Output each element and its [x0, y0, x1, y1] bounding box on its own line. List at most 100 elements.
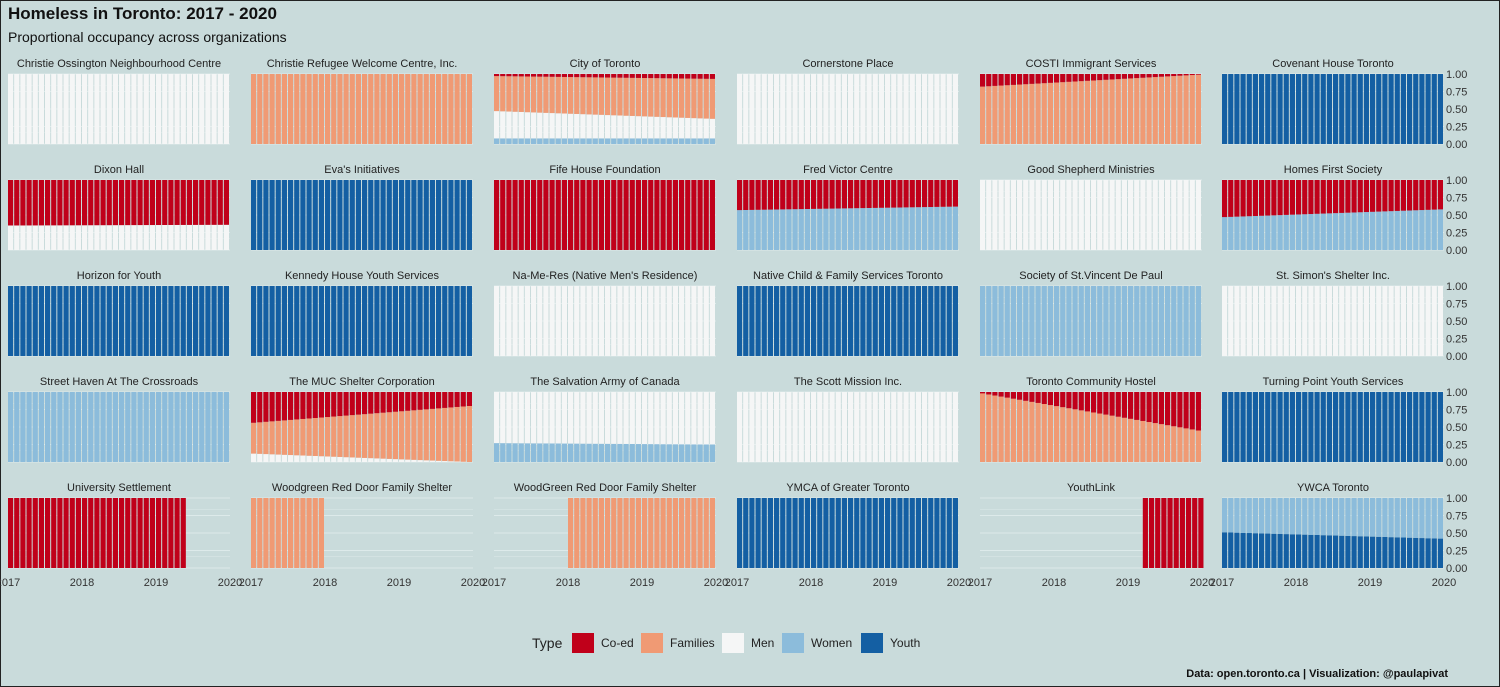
bar-segment-women — [623, 138, 629, 144]
bar-segment-men — [1066, 180, 1072, 250]
bar-segment-women — [1314, 498, 1320, 535]
bar-segment-youth — [368, 180, 374, 250]
bar-segment-youth — [1277, 74, 1283, 144]
bar-segment-youth — [368, 286, 374, 356]
bar-segment-youth — [946, 286, 952, 356]
bar-segment-co-ed — [368, 392, 374, 414]
bar-segment-families — [257, 422, 263, 454]
bar-segment-families — [343, 415, 349, 458]
bar-segment-men — [537, 286, 543, 356]
bar-segment-women — [743, 210, 749, 250]
bar-segment-women — [580, 138, 586, 144]
bar-segment-women — [774, 209, 780, 250]
bar-segment-youth — [1222, 532, 1228, 568]
bar-segment-families — [1195, 74, 1201, 144]
bar-segment-women — [45, 392, 51, 462]
bar-segment-men — [767, 392, 773, 462]
bar-segment-men — [617, 115, 623, 139]
bar-segment-youth — [1289, 534, 1295, 568]
bar-segment-men — [623, 392, 629, 444]
bar-segment-families — [592, 77, 598, 115]
bar-segment-youth — [786, 498, 792, 568]
bar-segment-women — [660, 138, 666, 144]
bar-segment-youth — [1314, 392, 1320, 462]
bar-segment-men — [1171, 180, 1177, 250]
bar-segment-youth — [318, 286, 324, 356]
bar-segment-youth — [749, 498, 755, 568]
bar-segment-families — [1165, 76, 1171, 144]
bar-segment-men — [666, 117, 672, 139]
bar-segment-women — [506, 443, 512, 462]
bar-segment-youth — [878, 498, 884, 568]
bar-segment-men — [786, 392, 792, 462]
bar-segment-men — [860, 74, 866, 144]
bar-segment-men — [524, 392, 530, 444]
bar-segment-youth — [399, 286, 405, 356]
bar-segment-men — [586, 392, 592, 444]
bar-segment-co-ed — [162, 498, 168, 568]
bar-segment-women — [605, 138, 611, 144]
bar-segment-families — [380, 412, 386, 459]
bar-segment-youth — [767, 286, 773, 356]
bar-segment-women — [1357, 212, 1363, 250]
bar-segment-women — [1171, 286, 1177, 356]
bar-segment-youth — [318, 180, 324, 250]
bar-segment-families — [568, 77, 574, 114]
bar-segment-co-ed — [275, 392, 281, 421]
bar-segment-men — [131, 74, 137, 144]
bar-segment-co-ed — [780, 180, 786, 210]
facet-strip-label: Native Child & Family Services Toronto — [753, 270, 943, 282]
bar-segment-families — [1072, 409, 1078, 462]
bar-segment-men — [848, 74, 854, 144]
bar-segment-women — [94, 392, 100, 462]
bar-segment-co-ed — [174, 498, 180, 568]
facet-strip-label: Na-Me-Res (Native Men's Residence) — [513, 270, 698, 282]
bar-segment-women — [537, 443, 543, 462]
bar-segment-co-ed — [549, 74, 555, 77]
x-tick-label: 2017 — [0, 577, 20, 589]
bar-segment-youth — [263, 180, 269, 250]
bar-segment-youth — [792, 498, 798, 568]
bar-segment-women — [703, 138, 709, 144]
bar-segment-women — [817, 208, 823, 250]
bar-segment-families — [312, 74, 318, 144]
bar-segment-men — [494, 111, 500, 139]
bar-segment-men — [1189, 180, 1195, 250]
bar-segment-co-ed — [149, 180, 155, 226]
facet-the-salvation-army-of-canada: The Salvation Army of Canada — [494, 376, 716, 463]
bar-segment-co-ed — [1054, 74, 1060, 83]
bar-segment-women — [1339, 212, 1345, 250]
bar-segment-youth — [1259, 74, 1265, 144]
bar-segment-co-ed — [586, 180, 592, 250]
bar-segment-youth — [429, 180, 435, 250]
bar-segment-youth — [841, 498, 847, 568]
bar-segment-women — [934, 206, 940, 250]
bar-segment-youth — [860, 286, 866, 356]
bar-segment-youth — [1400, 74, 1406, 144]
bar-segment-women — [106, 392, 112, 462]
bar-segment-men — [878, 74, 884, 144]
bar-segment-co-ed — [1066, 74, 1072, 82]
bar-segment-men — [149, 74, 155, 144]
bar-segment-men — [549, 392, 555, 444]
bar-segment-youth — [737, 498, 743, 568]
bar-segment-youth — [193, 286, 199, 356]
bar-segment-youth — [1419, 392, 1425, 462]
bar-segment-men — [537, 112, 543, 139]
bar-segment-families — [1103, 414, 1109, 462]
bar-segment-co-ed — [574, 74, 580, 78]
bar-segment-families — [998, 396, 1004, 462]
bar-segment-youth — [331, 286, 337, 356]
bar-segment-men — [405, 459, 411, 462]
bar-segment-families — [281, 74, 287, 144]
bar-segment-women — [1407, 210, 1413, 250]
bar-segment-families — [331, 416, 337, 457]
bar-segment-families — [275, 420, 281, 455]
bar-segment-families — [1029, 83, 1035, 144]
bar-segment-families — [251, 498, 257, 568]
bar-segment-men — [1054, 180, 1060, 250]
bar-segment-men — [980, 180, 986, 250]
bar-segment-men — [32, 225, 38, 250]
bar-segment-youth — [1240, 74, 1246, 144]
bar-segment-men — [672, 286, 678, 356]
